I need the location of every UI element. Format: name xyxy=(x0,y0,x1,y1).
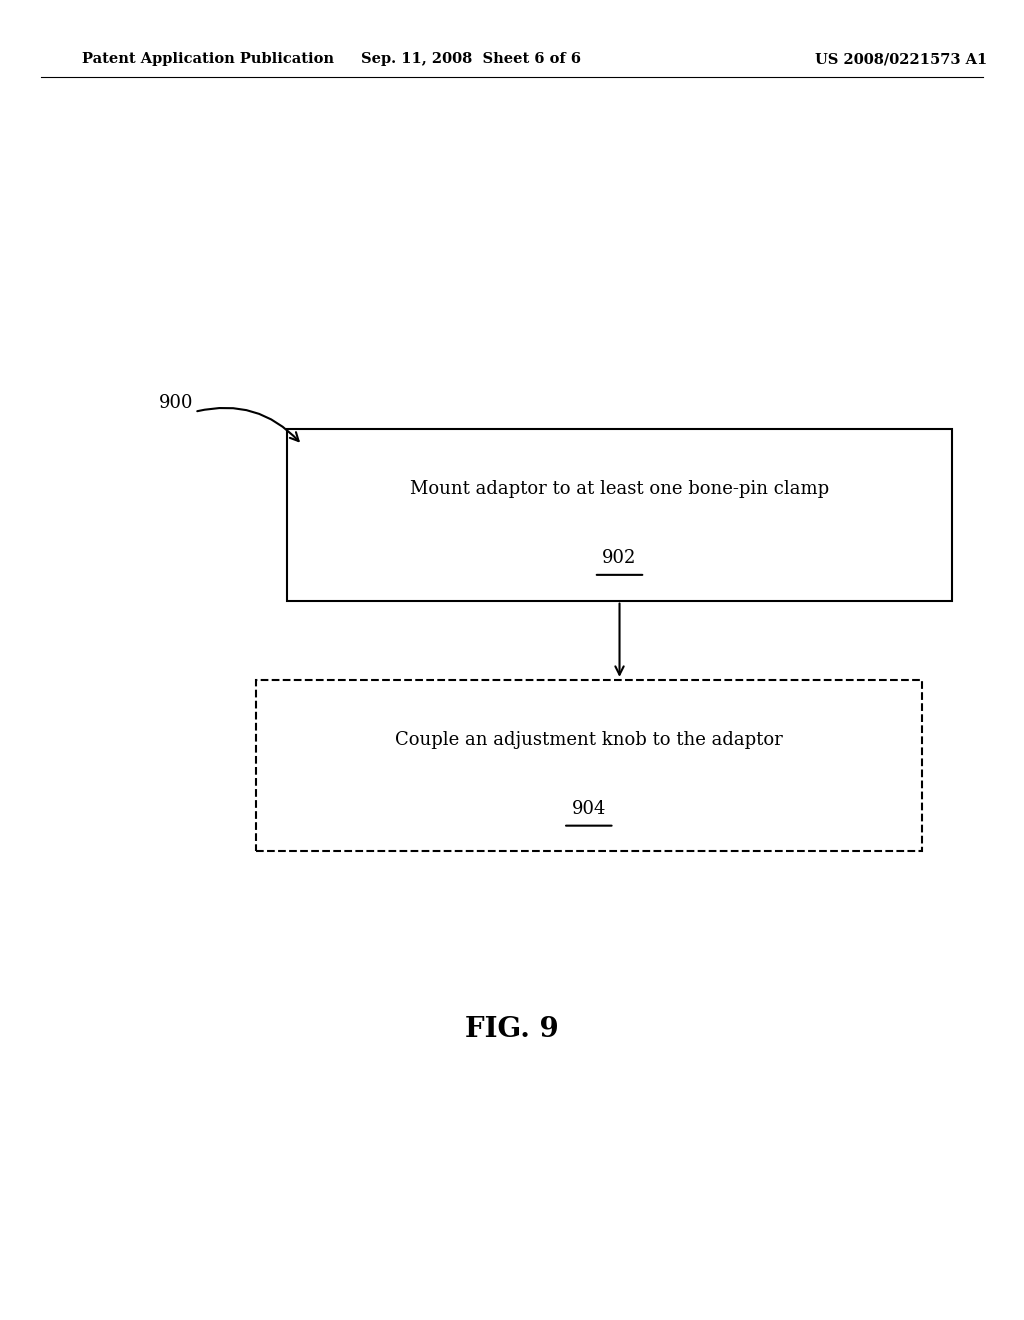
Text: 904: 904 xyxy=(571,800,606,817)
Text: Patent Application Publication: Patent Application Publication xyxy=(82,53,334,66)
Text: 900: 900 xyxy=(159,393,194,412)
Text: FIG. 9: FIG. 9 xyxy=(465,1016,559,1043)
Text: 902: 902 xyxy=(602,549,637,566)
FancyBboxPatch shape xyxy=(256,680,922,851)
Text: Mount adaptor to at least one bone-pin clamp: Mount adaptor to at least one bone-pin c… xyxy=(410,480,829,498)
Text: US 2008/0221573 A1: US 2008/0221573 A1 xyxy=(815,53,987,66)
Text: Sep. 11, 2008  Sheet 6 of 6: Sep. 11, 2008 Sheet 6 of 6 xyxy=(361,53,581,66)
FancyBboxPatch shape xyxy=(287,429,952,601)
Text: Couple an adjustment knob to the adaptor: Couple an adjustment knob to the adaptor xyxy=(395,731,782,748)
